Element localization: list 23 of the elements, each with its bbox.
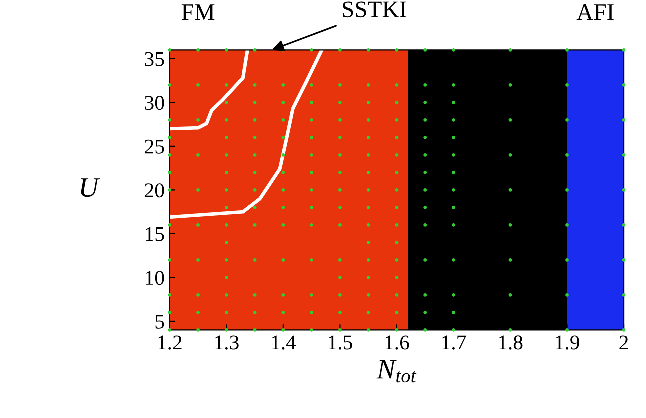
annotation: FM [182, 4, 215, 20]
x-tick-label: 1.7 [442, 336, 466, 350]
x-tick-label: 1.5 [329, 336, 352, 350]
annotation: AFI [576, 4, 614, 20]
x-tick-label: 1.4 [272, 336, 296, 350]
x-tick-label: 1.2 [158, 336, 182, 350]
line-series [170, 50, 324, 220]
y-tick-label: 10 [146, 271, 164, 286]
y-tick-label: 30 [145, 96, 164, 110]
x-axis-title: N$_{tot}$ [376, 360, 417, 383]
y-tick-label: 5 [156, 315, 164, 329]
line-series [170, 50, 250, 131]
annotation: SSTKI [343, 2, 406, 18]
x-tick-label: 2 [620, 336, 628, 350]
y-tick-label: 25 [145, 140, 164, 154]
x-tick-label: 1.8 [499, 336, 523, 350]
x-tick-label: 1.9 [556, 336, 580, 350]
y-tick-label: 20 [145, 184, 164, 198]
x-tick-label: 1.6 [386, 336, 410, 350]
x-tick-label: 1.3 [215, 336, 239, 350]
y-tick-label: 15 [146, 227, 164, 242]
y-axis-title: U [81, 178, 100, 198]
y-tick-label: 35 [145, 52, 164, 66]
